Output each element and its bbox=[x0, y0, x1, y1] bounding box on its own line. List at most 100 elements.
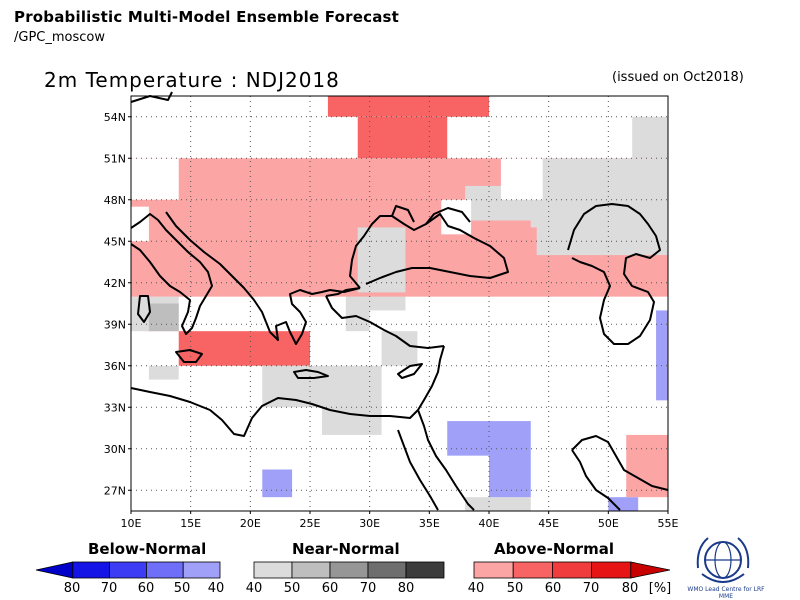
above-label: 70 bbox=[583, 581, 600, 596]
coastline-italy bbox=[130, 213, 213, 335]
lon-tick-label: 35E bbox=[419, 517, 440, 530]
legend-unit: [%] bbox=[649, 581, 672, 596]
above-swatch bbox=[552, 561, 593, 579]
lon-tick-label: 15E bbox=[180, 517, 201, 530]
near-swatch bbox=[253, 561, 293, 579]
coastline-crimea bbox=[391, 205, 415, 223]
lat-tick-label: 42N bbox=[104, 277, 126, 290]
cell-below_40 bbox=[447, 421, 489, 456]
lon-tick-label: 20E bbox=[240, 517, 261, 530]
cell-near_40 bbox=[632, 116, 668, 159]
lon-tick-label: 55E bbox=[658, 517, 679, 530]
below-swatch bbox=[35, 561, 74, 579]
coastline-arabia-east bbox=[571, 449, 621, 511]
below-swatch bbox=[109, 561, 147, 579]
below-label: 70 bbox=[101, 581, 118, 596]
near-swatch bbox=[405, 561, 445, 579]
cell-empty bbox=[131, 158, 179, 200]
near-label: 50 bbox=[284, 581, 301, 596]
cell-above_50 bbox=[327, 96, 489, 117]
lon-tick-label: 10E bbox=[121, 517, 142, 530]
cell-near_40 bbox=[357, 227, 406, 311]
lat-tick-label: 27N bbox=[104, 484, 126, 497]
cell-near_50 bbox=[148, 303, 179, 332]
near-label: 80 bbox=[398, 581, 415, 596]
near-swatch bbox=[329, 561, 369, 579]
below-label: 60 bbox=[138, 581, 155, 596]
above-swatch bbox=[512, 561, 553, 579]
cell-near_40 bbox=[381, 331, 418, 366]
map-frame bbox=[130, 95, 669, 512]
near-swatch bbox=[367, 561, 407, 579]
lat-tick-label: 36N bbox=[104, 360, 126, 373]
cell-above_40 bbox=[131, 292, 668, 297]
cell-near_40 bbox=[465, 497, 531, 511]
below-label: 40 bbox=[208, 581, 225, 596]
above-label: 40 bbox=[468, 581, 485, 596]
figure-subtitle: /GPC_moscow bbox=[14, 30, 105, 45]
cell-empty bbox=[500, 158, 543, 200]
lon-tick-label: 50E bbox=[598, 517, 619, 530]
logo-caption: WMO Lead Centre for LRF MME bbox=[687, 586, 765, 600]
coastline-caspian bbox=[567, 203, 661, 345]
above-label: 80 bbox=[622, 581, 639, 596]
lon-tick-label: 40E bbox=[479, 517, 500, 530]
lat-tick-label: 39N bbox=[104, 318, 126, 331]
below-label: 50 bbox=[174, 581, 191, 596]
near-swatch bbox=[291, 561, 331, 579]
coastline-red-sea bbox=[397, 429, 439, 511]
cell-below_40 bbox=[489, 421, 531, 498]
coastlines bbox=[130, 91, 669, 511]
legend-title-above: Above-Normal bbox=[494, 540, 614, 558]
wmo-logo-icon bbox=[696, 537, 750, 583]
coastline-levant bbox=[417, 345, 445, 411]
below-label: 80 bbox=[64, 581, 81, 596]
coastline-north-africa bbox=[130, 387, 419, 437]
lat-tick-label: 51N bbox=[104, 152, 126, 165]
coastline-greece bbox=[265, 287, 361, 345]
probability-cells bbox=[131, 96, 668, 511]
figure-title: Probabilistic Multi-Model Ensemble Forec… bbox=[14, 8, 400, 26]
issued-date: (issued on Oct2018) bbox=[612, 70, 744, 85]
cell-above_50 bbox=[178, 331, 310, 366]
below-swatch bbox=[72, 561, 111, 579]
lat-tick-label: 30N bbox=[104, 443, 126, 456]
below-swatch bbox=[182, 561, 221, 579]
cell-above_50 bbox=[357, 116, 448, 159]
lon-tick-label: 30E bbox=[359, 517, 380, 530]
coastline-north bbox=[130, 91, 173, 103]
lon-tick-label: 45E bbox=[538, 517, 559, 530]
cell-below_40 bbox=[656, 310, 668, 401]
legend-title-below: Below-Normal bbox=[88, 540, 207, 558]
map-title: 2m Temperature : NDJ2018 bbox=[44, 68, 340, 92]
above-swatch bbox=[591, 561, 632, 579]
coastline-bosporus bbox=[325, 287, 361, 297]
near-label: 60 bbox=[322, 581, 339, 596]
legend-bars: 80 70 60 50 40 40 50 60 70 80 40 50 60 70 80 [%] bbox=[35, 561, 672, 596]
near-label: 40 bbox=[246, 581, 263, 596]
cell-above_40 bbox=[626, 434, 668, 498]
cell-below_40 bbox=[262, 469, 293, 498]
coastline-azov bbox=[425, 207, 471, 225]
cell-near_40 bbox=[536, 158, 668, 256]
island-sardinia bbox=[137, 295, 151, 323]
near-label: 70 bbox=[360, 581, 377, 596]
coastline-black-sea bbox=[349, 213, 509, 289]
cell-near_40 bbox=[321, 365, 382, 435]
lat-tick-label: 33N bbox=[104, 401, 126, 414]
lat-tick-label: 45N bbox=[104, 235, 126, 248]
above-swatch bbox=[473, 561, 514, 579]
island-cyprus bbox=[397, 363, 423, 379]
legend-title-near: Near-Normal bbox=[292, 540, 400, 558]
tick-labels: 54N 51N 48N 45N 42N 39N 36N 33N 30N 27N 10E 15E 20E 2… bbox=[104, 111, 679, 530]
cell-below_40 bbox=[608, 497, 639, 511]
lat-tick-label: 48N bbox=[104, 194, 126, 207]
coastline-persian-gulf bbox=[571, 435, 669, 491]
cell-near_40 bbox=[148, 365, 179, 380]
lon-tick-label: 25E bbox=[300, 517, 321, 530]
above-label: 50 bbox=[507, 581, 524, 596]
coastline-arabia-west bbox=[417, 409, 475, 511]
coastline-adriatic bbox=[165, 211, 267, 323]
coastline-anatolia bbox=[325, 295, 445, 349]
above-swatch bbox=[630, 561, 671, 579]
